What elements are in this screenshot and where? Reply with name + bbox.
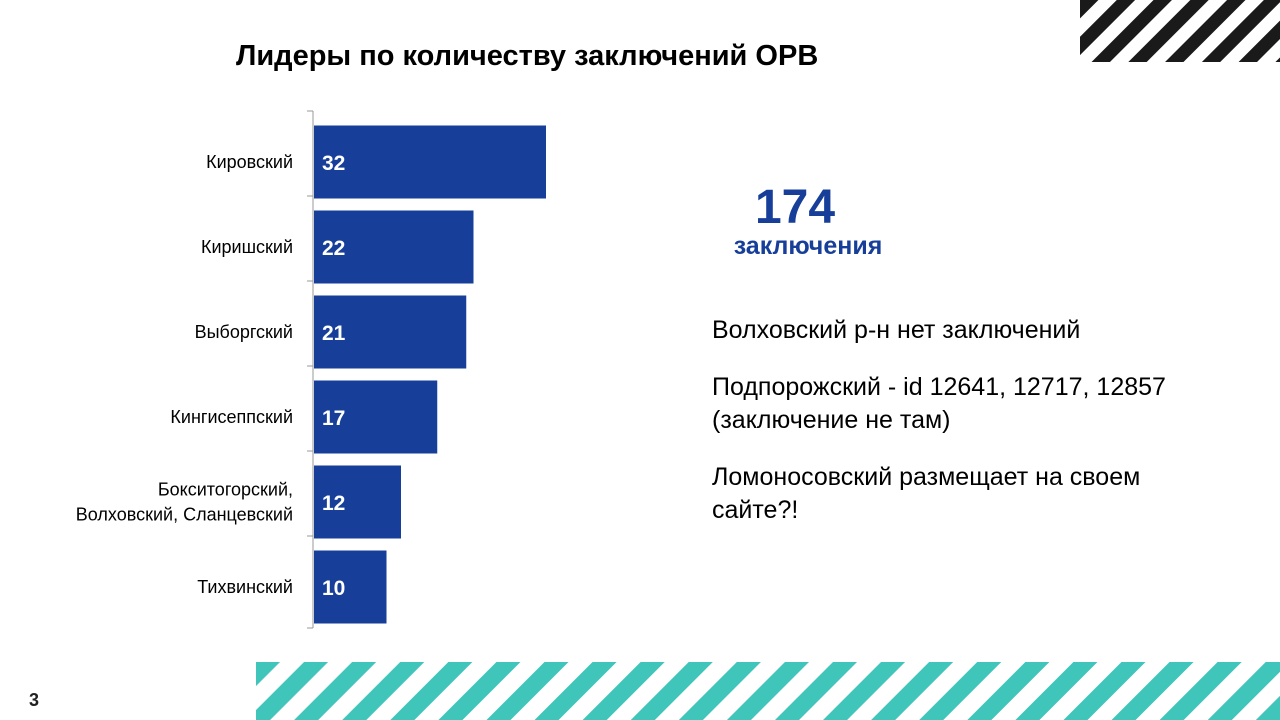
- bar: [314, 295, 467, 369]
- bar-value-label: 22: [322, 237, 345, 260]
- page-number: 3: [29, 690, 40, 710]
- total-count: 174: [754, 181, 836, 234]
- bar-chart: 32 Кировский 22 Киришский 21 Выборгский 17 Кинг…: [76, 110, 546, 629]
- bar: [314, 380, 438, 454]
- notes-block: Волховский р-н нет заключений Подпорожск…: [712, 314, 1232, 551]
- category-label-line: Кингисеппский: [170, 407, 293, 427]
- bar: [314, 550, 387, 624]
- note-podporozhye: Подпорожский - id 12641, 12717, 12857 (з…: [712, 373, 1166, 434]
- bar: [314, 465, 401, 539]
- bar-value-label: 21: [322, 322, 346, 345]
- category-label-line: Кировский: [206, 152, 293, 172]
- category-label: Кировский: [206, 152, 293, 172]
- category-label-line: Выборгский: [195, 322, 293, 342]
- note-lomonosov: Ломоносовский размещает на своем сайте?!: [712, 463, 1141, 524]
- bar-value-label: 12: [322, 492, 345, 515]
- category-label: Кингисеппский: [170, 407, 293, 427]
- total-count-label: заключения: [733, 232, 883, 260]
- bar-value-label: 32: [322, 152, 345, 175]
- category-label-line: Волховский, Сланцевский: [76, 505, 293, 525]
- category-label-line: Тихвинский: [197, 577, 293, 597]
- category-label: Киришский: [201, 237, 293, 257]
- slide-title: Лидеры по количеству заключений ОРВ: [236, 40, 819, 72]
- teal-stripes-decoration: [256, 662, 1280, 720]
- category-label: Тихвинский: [197, 577, 293, 597]
- category-label-line: Киришский: [201, 237, 293, 257]
- dark-stripes-decoration: [1080, 0, 1280, 62]
- bar: [314, 210, 474, 284]
- bar-value-label: 17: [322, 407, 345, 430]
- category-label: Бокситогорский, Волховский, Сланцевский: [76, 480, 293, 525]
- category-label: Выборгский: [195, 322, 293, 342]
- bar: [314, 125, 546, 199]
- note-volkhov: Волховский р-н нет заключений: [712, 316, 1081, 344]
- bar-value-label: 10: [322, 577, 345, 600]
- category-label-line: Бокситогорский,: [158, 480, 293, 500]
